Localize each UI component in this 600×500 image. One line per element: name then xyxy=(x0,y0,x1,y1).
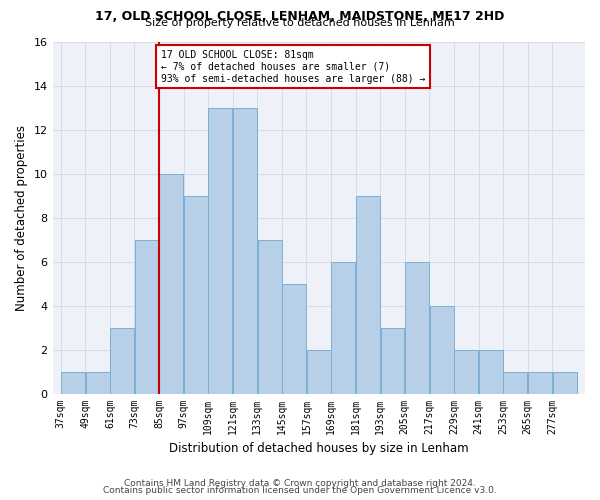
Bar xyxy=(184,196,208,394)
Bar xyxy=(331,262,355,394)
Bar xyxy=(405,262,429,394)
Bar xyxy=(110,328,134,394)
Bar xyxy=(479,350,503,394)
Bar xyxy=(503,372,527,394)
Bar xyxy=(282,284,306,394)
Bar xyxy=(257,240,281,394)
Bar xyxy=(208,108,232,394)
X-axis label: Distribution of detached houses by size in Lenham: Distribution of detached houses by size … xyxy=(169,442,469,455)
Bar xyxy=(160,174,184,394)
Bar xyxy=(528,372,552,394)
Text: 17 OLD SCHOOL CLOSE: 81sqm
← 7% of detached houses are smaller (7)
93% of semi-d: 17 OLD SCHOOL CLOSE: 81sqm ← 7% of detac… xyxy=(161,50,425,84)
Bar xyxy=(553,372,577,394)
Bar xyxy=(86,372,110,394)
Bar xyxy=(307,350,331,394)
Y-axis label: Number of detached properties: Number of detached properties xyxy=(15,124,28,310)
Bar xyxy=(454,350,478,394)
Text: Contains HM Land Registry data © Crown copyright and database right 2024.: Contains HM Land Registry data © Crown c… xyxy=(124,478,476,488)
Text: Size of property relative to detached houses in Lenham: Size of property relative to detached ho… xyxy=(145,18,455,28)
Bar xyxy=(135,240,159,394)
Text: Contains public sector information licensed under the Open Government Licence v3: Contains public sector information licen… xyxy=(103,486,497,495)
Bar xyxy=(233,108,257,394)
Text: 17, OLD SCHOOL CLOSE, LENHAM, MAIDSTONE, ME17 2HD: 17, OLD SCHOOL CLOSE, LENHAM, MAIDSTONE,… xyxy=(95,10,505,23)
Bar xyxy=(356,196,380,394)
Bar xyxy=(380,328,404,394)
Bar xyxy=(430,306,454,394)
Bar xyxy=(61,372,85,394)
